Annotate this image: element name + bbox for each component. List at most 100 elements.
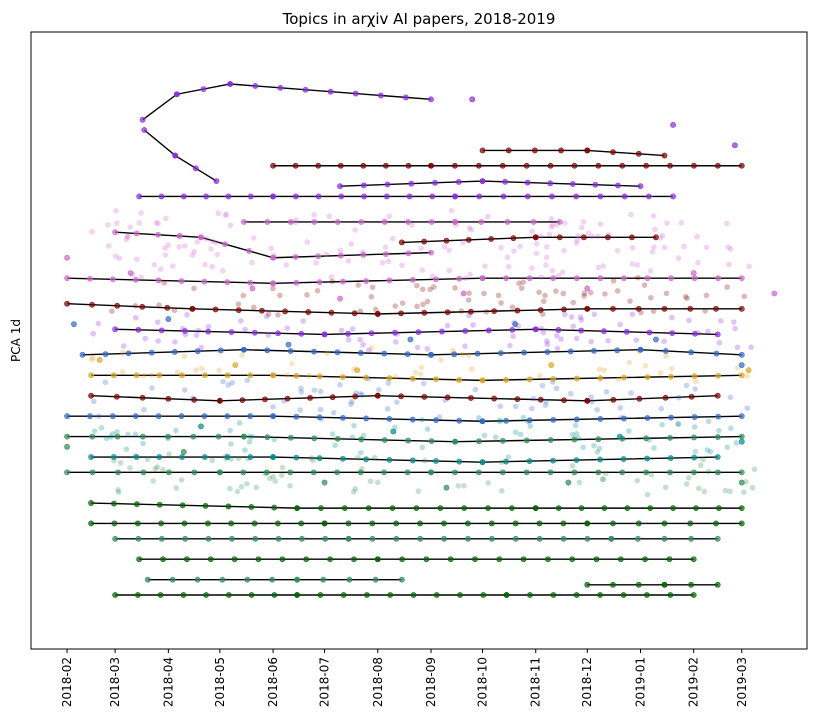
background-point xyxy=(751,466,758,473)
scatter-point xyxy=(771,290,778,297)
trajectory-point xyxy=(635,581,642,588)
trajectory-point xyxy=(132,276,139,283)
trajectory-point xyxy=(219,576,226,583)
trajectory-point xyxy=(667,469,673,476)
background-point xyxy=(275,312,281,318)
background-point xyxy=(109,308,115,315)
background-point xyxy=(357,391,364,397)
background-point xyxy=(648,294,654,301)
background-point xyxy=(597,221,604,227)
trajectory-point xyxy=(488,535,495,542)
trajectory-point xyxy=(558,147,564,154)
background-point xyxy=(227,222,234,229)
trajectory-point xyxy=(475,162,482,169)
trajectory-point xyxy=(456,376,463,383)
trajectory-point xyxy=(204,520,211,527)
background-point xyxy=(392,374,399,380)
background-point xyxy=(414,303,420,310)
background-point xyxy=(628,211,634,218)
scatter-point xyxy=(127,270,134,276)
trajectory-point xyxy=(310,469,317,476)
background-point xyxy=(329,431,336,437)
background-point xyxy=(392,339,399,345)
trajectory-point xyxy=(532,326,539,333)
background-point xyxy=(293,217,299,223)
background-point xyxy=(119,349,126,356)
background-point xyxy=(492,434,499,440)
background-point xyxy=(724,220,730,227)
trajectory-point xyxy=(573,275,580,282)
trajectory-point xyxy=(556,234,563,241)
background-point xyxy=(518,285,525,291)
background-point xyxy=(354,455,361,461)
trajectory-point xyxy=(560,535,567,542)
background-point xyxy=(417,371,424,377)
trajectory-point xyxy=(251,520,258,527)
trajectory-point xyxy=(643,162,650,169)
trajectory-point xyxy=(111,500,117,507)
background-point xyxy=(600,263,607,269)
trajectory-point xyxy=(141,127,148,133)
trajectory-point xyxy=(409,276,416,283)
trajectory-point xyxy=(667,162,673,169)
trajectory-point xyxy=(496,556,503,563)
trajectory-point xyxy=(504,219,511,225)
trajectory-point xyxy=(536,520,543,527)
background-point xyxy=(382,244,389,250)
background-point xyxy=(741,293,748,300)
scatter-point xyxy=(337,295,343,302)
trajectory-point xyxy=(561,306,567,313)
background-point xyxy=(203,235,210,242)
trajectory-point xyxy=(110,454,117,460)
trajectory-point xyxy=(662,394,669,401)
scatter-point xyxy=(584,285,591,292)
x-tick-label: 2019-01 xyxy=(633,657,647,707)
trajectory-point xyxy=(134,520,141,527)
trajectory-point xyxy=(447,556,454,563)
background-point xyxy=(144,456,151,463)
background-point xyxy=(459,351,466,358)
trajectory-point xyxy=(224,279,231,286)
background-point xyxy=(154,319,161,325)
trajectory-point xyxy=(398,310,404,317)
trajectory-point xyxy=(269,576,276,583)
background-point xyxy=(657,370,664,376)
trajectory-point xyxy=(714,581,721,588)
trajectory-point xyxy=(714,469,721,476)
scatter-point xyxy=(548,362,555,368)
trajectory-point xyxy=(279,556,286,563)
background-point xyxy=(357,308,364,315)
background-point xyxy=(543,398,549,405)
trajectory-line xyxy=(91,374,742,382)
trajectory-point xyxy=(714,535,721,542)
background-point xyxy=(553,385,560,392)
trajectory-point xyxy=(692,330,698,337)
background-point xyxy=(170,263,176,269)
background-point xyxy=(510,333,517,339)
trajectory-point xyxy=(544,556,551,563)
background-point xyxy=(683,481,690,487)
trajectory-point xyxy=(433,458,439,464)
trajectory-point xyxy=(228,329,235,336)
trajectory-point xyxy=(670,505,676,512)
background-point xyxy=(614,288,621,294)
trajectory-point xyxy=(201,278,208,285)
trajectory-point xyxy=(339,278,346,285)
background-point xyxy=(328,274,335,280)
trajectory-point xyxy=(158,327,165,334)
background-point xyxy=(88,356,95,363)
trajectory-point xyxy=(264,434,271,441)
trajectory-point xyxy=(479,377,486,384)
background-point xyxy=(499,487,505,494)
background-point xyxy=(692,448,699,455)
trajectory-point xyxy=(634,535,641,542)
background-point xyxy=(270,285,276,292)
trajectory-point xyxy=(303,556,310,563)
background-point xyxy=(562,311,568,318)
background-point xyxy=(629,311,636,318)
background-point xyxy=(136,220,143,226)
background-point xyxy=(553,288,559,294)
background-point xyxy=(448,207,455,214)
trajectory-point xyxy=(244,576,251,583)
background-point xyxy=(496,417,503,424)
